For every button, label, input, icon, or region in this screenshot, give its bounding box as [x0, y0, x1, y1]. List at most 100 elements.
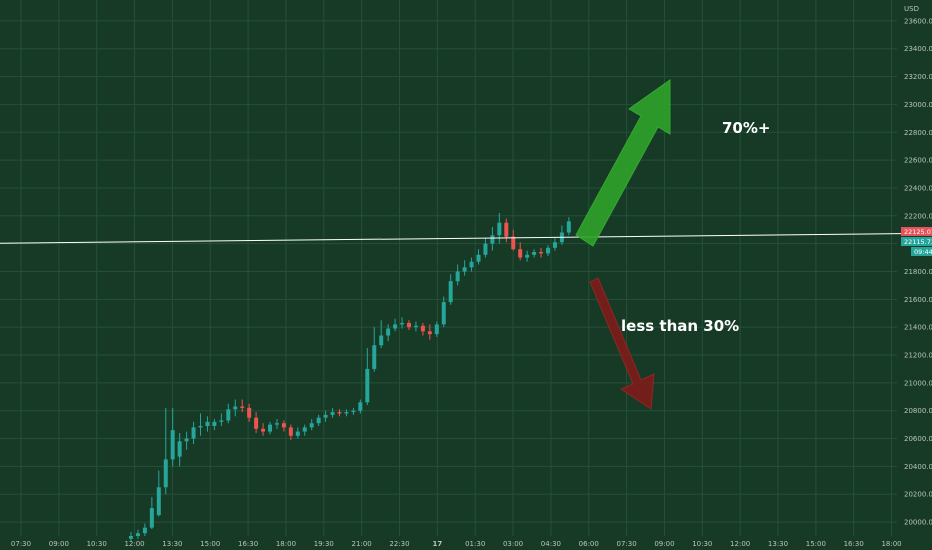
price-tag-1-text: 22125.07: [904, 228, 932, 236]
candle-body: [212, 421, 217, 427]
y-tick-label: 21400.00: [904, 324, 932, 332]
candle-body: [268, 424, 272, 432]
candle-body: [497, 222, 502, 236]
candle-body: [455, 271, 460, 282]
x-tick-label: 18:00: [881, 540, 901, 548]
candle-body: [129, 536, 133, 539]
candle-body: [156, 487, 161, 516]
x-tick-label: 13:30: [162, 540, 182, 548]
candle-body: [490, 235, 495, 244]
x-tick-label: 13:30: [768, 540, 788, 548]
y-tick-label: 22800.00: [904, 129, 932, 137]
y-tick-label: 20400.00: [904, 463, 932, 471]
candle-body: [539, 251, 544, 254]
x-tick-label: 18:00: [276, 540, 296, 548]
candle-body: [261, 428, 266, 432]
candle-body: [337, 412, 342, 414]
horizontal-level-line[interactable]: [0, 232, 932, 244]
candle-body: [351, 410, 356, 413]
candle-body: [149, 508, 154, 528]
candle-body: [344, 412, 349, 414]
candle-body: [525, 254, 530, 258]
countdown-text: 09:44: [914, 248, 932, 256]
candle-body: [358, 402, 363, 411]
candle-body: [191, 427, 196, 439]
x-tick-label: 19:30: [314, 540, 334, 548]
y-tick-label: 21200.00: [904, 352, 932, 360]
x-tick-label: 07:30: [617, 540, 637, 548]
x-tick-label: 03:00: [503, 540, 523, 548]
candle-body: [302, 427, 307, 432]
x-tick-label: 15:00: [806, 540, 826, 548]
grid: [0, 0, 897, 536]
candle-body: [309, 423, 314, 428]
candle-body: [281, 423, 286, 428]
candle-body: [400, 322, 405, 325]
candle-body: [386, 328, 391, 336]
time-axis[interactable]: 07:30 09:00 10:30 12:00 13:30 15:00 16:30 18:00…: [11, 540, 902, 548]
candle-body: [504, 222, 509, 237]
currency-label: USD: [904, 5, 919, 13]
x-tick-label: 15:00: [200, 540, 220, 548]
y-tick-label: 21600.00: [904, 296, 932, 304]
x-tick-label: 09:00: [654, 540, 674, 548]
countdown-tag: 09:44: [911, 247, 932, 256]
x-tick-label: 10:30: [87, 540, 107, 548]
annotation-up: 70%+: [722, 119, 770, 137]
y-tick-label: 22200.00: [904, 212, 932, 220]
candle-body: [330, 412, 335, 415]
candle-body: [233, 406, 238, 410]
candle-body: [184, 438, 189, 442]
x-tick-label: 21:00: [352, 540, 372, 548]
candle-body: [546, 247, 550, 254]
candle-body: [177, 441, 182, 457]
candle-body: [511, 236, 516, 250]
x-tick-label: 10:30: [692, 540, 712, 548]
y-tick-label: 20000.00: [904, 519, 932, 527]
candle-body: [434, 324, 439, 335]
candle-body: [170, 430, 175, 460]
x-tick-label: 01:30: [465, 540, 485, 548]
x-tick-label: 22:30: [389, 540, 409, 548]
candle-body: [288, 427, 293, 436]
x-tick-label: 12:00: [730, 540, 750, 548]
candle-body: [240, 406, 245, 408]
x-tick-label: 07:30: [11, 540, 31, 548]
candle-body: [407, 322, 411, 328]
y-tick-label: 22600.00: [904, 157, 932, 165]
price-tag-current: 22115.73: [901, 237, 932, 246]
candle-body: [163, 459, 168, 488]
y-tick-label: 21000.00: [904, 379, 932, 387]
y-tick-label: 23600.00: [904, 17, 932, 25]
candle-body: [372, 345, 377, 369]
y-tick-label: 20200.00: [904, 491, 932, 499]
candle-body: [448, 281, 453, 303]
candle-body: [135, 533, 140, 536]
annotation-down: less than 30%: [621, 317, 739, 335]
y-tick-label: 20600.00: [904, 435, 932, 443]
y-tick-label: 23000.00: [904, 101, 932, 109]
candle-body: [365, 368, 370, 403]
candle-body: [205, 421, 210, 427]
candle-body: [427, 331, 432, 335]
candle-body: [420, 325, 425, 332]
x-tick-label: 16:30: [844, 540, 864, 548]
candle-body: [295, 431, 300, 436]
price-tag-last: 22125.07: [901, 227, 932, 236]
y-tick-label: 22400.00: [904, 184, 932, 192]
candle-body: [413, 325, 418, 328]
x-tick-label: 06:00: [579, 540, 599, 548]
candle-body: [198, 426, 203, 428]
candle-body: [476, 254, 481, 262]
x-tick-label: 04:30: [541, 540, 561, 548]
candle-body: [441, 302, 446, 325]
candle-body: [142, 527, 147, 534]
y-tick-label: 23400.00: [904, 45, 932, 53]
y-tick-label: 21800.00: [904, 268, 932, 276]
candle-body: [274, 423, 279, 425]
candle-body: [532, 251, 537, 255]
candle-body: [219, 420, 224, 422]
candle-body: [393, 324, 398, 329]
